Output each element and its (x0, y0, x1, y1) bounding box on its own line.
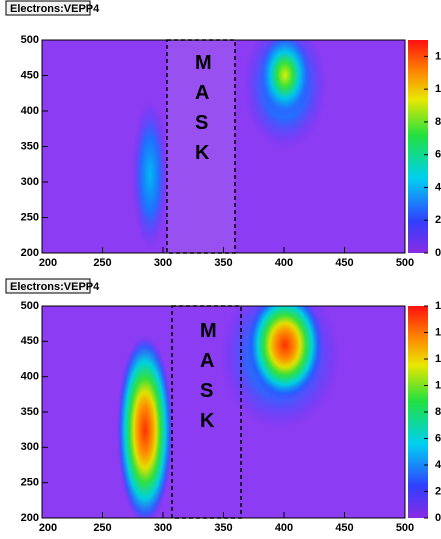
y-tick-label: 400 (21, 105, 39, 117)
y-tick-label: 450 (21, 335, 39, 347)
z-tick-label: 12 (435, 50, 441, 62)
z-tick-label: 10 (435, 379, 441, 391)
z-tick-label: 4 (435, 459, 441, 471)
x-tick-label: 200 (39, 257, 57, 269)
z-tick-label: 4 (435, 181, 441, 193)
x-tick-label: 500 (396, 257, 414, 269)
z-tick-label: 0 (435, 512, 441, 524)
x-tick-label: 300 (154, 257, 172, 269)
x-tick-label: 350 (214, 522, 232, 534)
z-tick-label: 0 (435, 247, 441, 259)
z-tick-label: 16 (435, 300, 441, 312)
x-tick-label: 250 (93, 257, 111, 269)
z-tick-label: 14 (435, 326, 441, 338)
y-tick-label: 450 (21, 69, 39, 81)
x-tick-label: 450 (335, 257, 353, 269)
z-tick-label: 12 (435, 353, 441, 365)
z-tick-label: 8 (435, 406, 441, 418)
y-tick-label: 500 (21, 300, 39, 312)
x-tick-label: 250 (93, 522, 111, 534)
chart-title: Electrons:VEPP4 (10, 281, 100, 293)
z-tick-label: 6 (435, 432, 441, 444)
x-tick-label: 300 (154, 522, 172, 534)
x-tick-label: 450 (335, 522, 353, 534)
y-tick-label: 250 (21, 477, 39, 489)
z-tick-label: 2 (435, 485, 441, 497)
y-tick-label: 400 (21, 371, 39, 383)
color-bar (408, 40, 428, 253)
y-tick-label: 200 (21, 247, 39, 259)
x-tick-label: 500 (396, 522, 414, 534)
chart-title: Electrons:VEPP4 (10, 3, 100, 15)
y-tick-label: 350 (21, 406, 39, 418)
z-tick-label: 2 (435, 214, 441, 226)
y-tick-label: 250 (21, 211, 39, 223)
x-tick-label: 200 (39, 522, 57, 534)
z-tick-label: 6 (435, 149, 441, 161)
z-tick-label: 10 (435, 83, 441, 95)
page: Electrons:VEPP42002503003504004505002002… (0, 0, 441, 539)
y-tick-label: 200 (21, 512, 39, 524)
z-tick-label: 8 (435, 116, 441, 128)
y-tick-label: 500 (21, 34, 39, 46)
mask-label: MASK (195, 48, 206, 168)
y-tick-label: 300 (21, 176, 39, 188)
mask-label: MASK (200, 316, 211, 436)
y-tick-label: 350 (21, 140, 39, 152)
y-tick-label: 300 (21, 441, 39, 453)
chart: Electrons:VEPP42002503003504004505002002… (0, 0, 441, 539)
x-tick-label: 400 (275, 522, 293, 534)
x-tick-label: 400 (275, 257, 293, 269)
x-tick-label: 350 (214, 257, 232, 269)
